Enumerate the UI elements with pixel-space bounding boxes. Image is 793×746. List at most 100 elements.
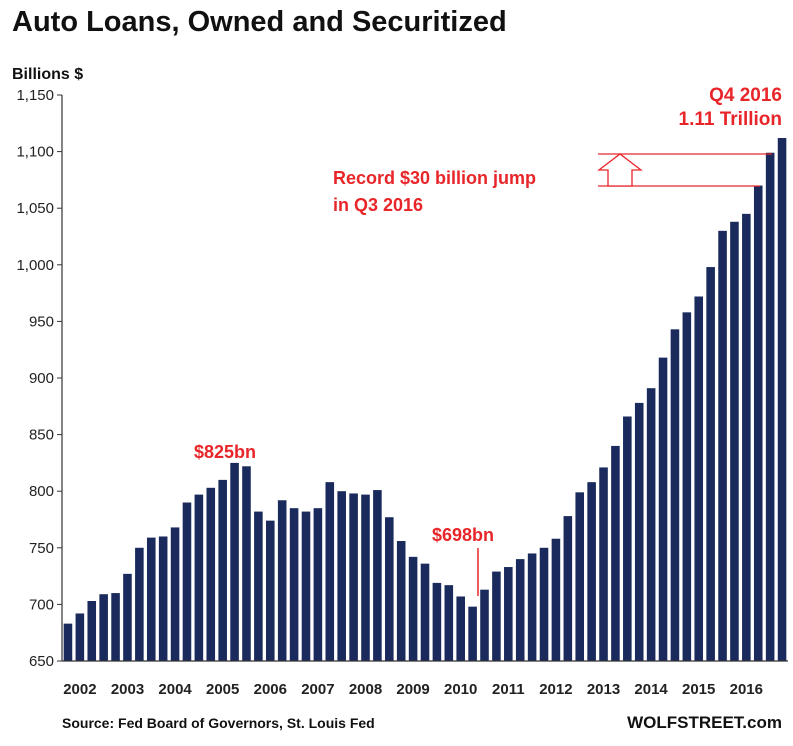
y-tick-label: 950	[29, 313, 54, 330]
bar	[75, 613, 85, 661]
chart-title: Auto Loans, Owned and Securitized	[12, 6, 507, 38]
x-tick-label: 2006	[254, 681, 287, 698]
x-tick-label: 2005	[206, 681, 239, 698]
y-tick-label: 800	[29, 483, 54, 500]
source-note: Source: Fed Board of Governors, St. Loui…	[62, 715, 375, 731]
bar	[170, 527, 180, 661]
bar	[123, 573, 132, 661]
bar	[706, 267, 715, 661]
x-tick-label: 2013	[587, 681, 620, 698]
x-tick-label: 2010	[444, 681, 477, 698]
bar	[515, 559, 525, 661]
bar	[373, 490, 382, 661]
bar	[99, 594, 108, 661]
y-axis-label: Billions $	[12, 66, 83, 83]
bar	[646, 388, 656, 661]
bar	[313, 508, 323, 661]
y-tick-label: 1,150	[16, 87, 54, 104]
bar	[753, 185, 763, 661]
bar	[135, 547, 144, 661]
bar	[599, 467, 608, 661]
y-axis-ticks: 650 700 750 800 850 900 950 1,000 1,050 1,100 1,15…	[16, 87, 62, 670]
bar	[337, 491, 346, 661]
bar	[87, 601, 97, 661]
bar	[730, 221, 739, 661]
bar	[301, 511, 311, 661]
bar	[504, 567, 513, 661]
bar	[718, 230, 727, 661]
annotation-low-698bn: $698bn	[432, 525, 494, 545]
x-tick-label: 2016	[730, 681, 763, 698]
y-tick-label: 750	[29, 540, 54, 557]
bar	[158, 536, 168, 661]
x-tick-label: 2007	[301, 681, 334, 698]
bar	[396, 541, 406, 661]
annotation-q4-line2: 1.11 Trillion	[679, 109, 783, 130]
x-axis-ticks: 2002 2003 2004 2005 2006 2007 2008 2009 2010 2011…	[63, 681, 763, 698]
y-tick-label: 650	[29, 653, 54, 670]
x-tick-label: 2003	[111, 681, 144, 698]
y-tick-label: 1,000	[16, 257, 54, 274]
bar	[420, 563, 430, 661]
bar	[242, 466, 251, 661]
bar	[230, 462, 239, 661]
bar	[682, 312, 692, 661]
annotation-peak-825bn: $825bn	[194, 442, 256, 462]
bar	[444, 585, 454, 661]
x-tick-label: 2014	[634, 681, 668, 698]
x-tick-label: 2009	[396, 681, 429, 698]
bar	[63, 623, 73, 661]
bar	[527, 553, 537, 661]
bar	[551, 538, 561, 661]
x-tick-label: 2002	[63, 681, 96, 698]
y-tick-label: 850	[29, 427, 54, 444]
bar	[480, 589, 489, 661]
bar	[194, 494, 204, 661]
bar	[777, 138, 787, 661]
bar	[265, 520, 275, 661]
annotation-q3-jump-line2: in Q3 2016	[333, 195, 423, 215]
bar	[765, 152, 775, 662]
bar	[694, 296, 704, 661]
bar	[563, 516, 573, 661]
x-tick-label: 2012	[539, 681, 572, 698]
y-tick-label: 900	[29, 370, 54, 387]
bar	[575, 492, 585, 661]
bar	[385, 517, 394, 661]
bar	[742, 213, 751, 662]
bar	[587, 482, 596, 661]
bar	[456, 596, 465, 661]
bar	[492, 571, 501, 661]
bar	[408, 556, 418, 661]
jump-up-arrow-icon	[597, 153, 643, 187]
brand-wolfstreet: WOLFSTREET.com	[627, 713, 782, 732]
bar	[670, 329, 680, 661]
y-tick-label: 1,050	[16, 200, 54, 217]
x-tick-label: 2004	[158, 681, 192, 698]
bar	[182, 502, 192, 661]
bar	[111, 593, 120, 661]
bar	[623, 416, 632, 661]
x-tick-label: 2011	[492, 681, 525, 698]
x-tick-label: 2015	[682, 681, 715, 698]
y-tick-label: 700	[29, 596, 54, 613]
bar	[539, 547, 549, 661]
bar	[254, 511, 263, 661]
bar	[658, 357, 668, 661]
x-tick-label: 2008	[349, 681, 382, 698]
bar	[611, 445, 620, 661]
bar	[218, 479, 227, 661]
annotation-q4-line1: Q4 2016	[709, 85, 782, 106]
bar	[361, 494, 370, 661]
bar	[432, 582, 442, 661]
annotation-q3-jump-line1: Record $30 billion jump	[333, 168, 536, 188]
bar-series	[63, 138, 787, 662]
bar	[468, 606, 477, 661]
y-tick-label: 1,100	[16, 144, 54, 161]
bar	[277, 500, 287, 661]
bar	[146, 537, 156, 661]
bar	[349, 493, 358, 661]
bar	[325, 482, 335, 661]
bar	[289, 508, 299, 661]
